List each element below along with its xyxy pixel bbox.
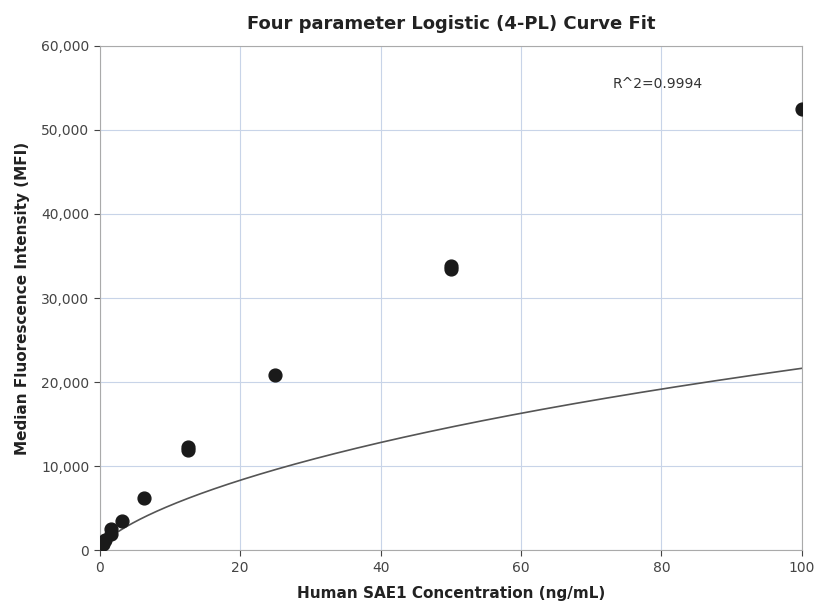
- Point: [444, 264, 457, 274]
- Point: [181, 445, 194, 455]
- Point: [104, 524, 117, 534]
- Point: [181, 442, 194, 452]
- Point: [115, 516, 129, 526]
- Point: [269, 371, 282, 381]
- Y-axis label: Median Fluorescence Intensity (MFI): Median Fluorescence Intensity (MFI): [15, 142, 30, 455]
- Point: [99, 535, 112, 545]
- Point: [104, 529, 117, 538]
- Title: Four parameter Logistic (4-PL) Curve Fit: Four parameter Logistic (4-PL) Curve Fit: [247, 15, 655, 33]
- Point: [795, 104, 808, 114]
- X-axis label: Human SAE1 Concentration (ng/mL): Human SAE1 Concentration (ng/mL): [296, 586, 605, 601]
- Point: [137, 493, 150, 503]
- Point: [96, 539, 110, 549]
- Point: [444, 261, 457, 271]
- Text: R^2=0.9994: R^2=0.9994: [613, 76, 702, 91]
